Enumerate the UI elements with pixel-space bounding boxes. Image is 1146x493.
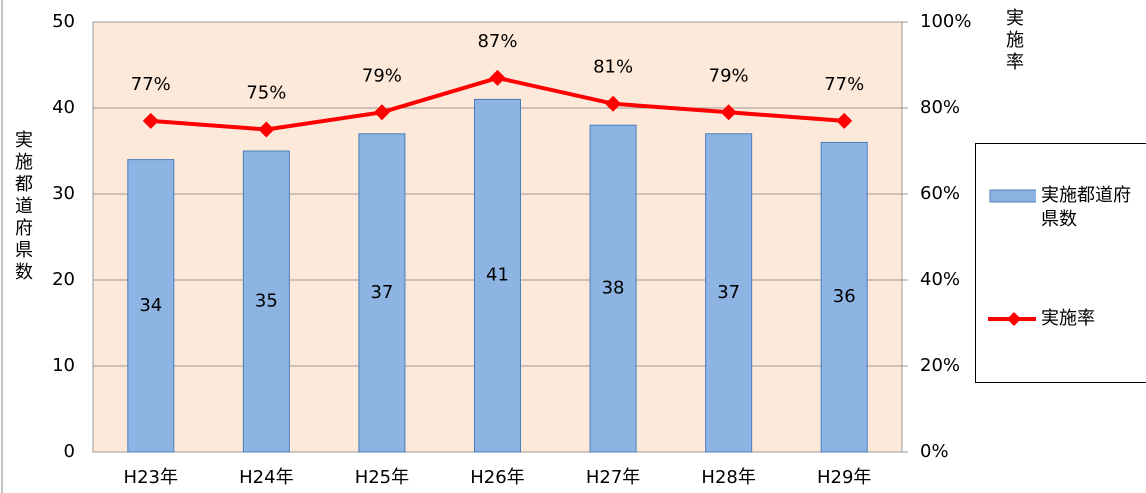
- x-tick-label: H24年: [239, 467, 293, 488]
- y2-tick-label: 60%: [920, 183, 960, 204]
- bar-label: 37: [370, 282, 393, 303]
- bar-label: 37: [717, 282, 740, 303]
- x-tick-label: H29年: [817, 467, 871, 488]
- legend-label: 実施率: [1041, 308, 1095, 329]
- bar: [358, 133, 406, 453]
- legend: 実施都道府県数 実施率: [975, 143, 1146, 383]
- bar-label: 34: [139, 295, 162, 316]
- legend-symbols: [988, 189, 1036, 326]
- y-axis-title: 実施都道府県数: [15, 130, 33, 283]
- x-tick-label: H27年: [586, 467, 640, 488]
- y-tick-label: 50: [52, 11, 75, 32]
- y2-tick-label: 0%: [920, 441, 949, 462]
- data-label: 75%: [246, 83, 286, 104]
- bar: [589, 124, 637, 453]
- data-label: 81%: [593, 57, 633, 78]
- data-label: 87%: [477, 31, 517, 52]
- legend-marker: [1007, 312, 1021, 326]
- y-tick-label: 10: [52, 355, 75, 376]
- bar-label: 36: [833, 286, 856, 307]
- data-label: 79%: [709, 65, 749, 86]
- x-tick-label: H28年: [701, 467, 755, 488]
- legend-label: 実施都道府県数: [1041, 185, 1131, 230]
- y2-tick-label: 80%: [920, 97, 960, 118]
- y2-axis-title: 実施率: [1006, 8, 1024, 73]
- bar: [705, 133, 753, 453]
- bar-label: 35: [255, 291, 278, 312]
- bar: [242, 150, 290, 453]
- marker: [720, 104, 737, 121]
- x-tick-label: H23年: [124, 467, 178, 488]
- y2-tick-label: 100%: [920, 11, 971, 32]
- bar-label: 38: [602, 278, 625, 299]
- bar-label: 41: [486, 265, 509, 286]
- marker: [605, 95, 622, 112]
- x-tick-label: H25年: [355, 467, 409, 488]
- y2-tick-label: 20%: [920, 355, 960, 376]
- marker: [142, 112, 159, 129]
- data-label: 77%: [131, 74, 171, 95]
- marker: [258, 121, 275, 138]
- y-tick-label: 0: [64, 441, 75, 462]
- data-label: 77%: [824, 74, 864, 95]
- legend-bar-symbol: [989, 189, 1036, 203]
- bar: [820, 141, 868, 453]
- marker: [489, 69, 506, 86]
- bar: [127, 159, 175, 453]
- bar: [474, 98, 521, 453]
- x-tick-label: H26年: [470, 467, 524, 488]
- y-tick-label: 30: [52, 183, 75, 204]
- data-label: 79%: [362, 65, 402, 86]
- marker: [373, 104, 390, 121]
- y-tick-label: 20: [52, 269, 75, 290]
- y-tick-label: 40: [52, 97, 75, 118]
- marker: [836, 112, 853, 129]
- y2-tick-label: 40%: [920, 269, 960, 290]
